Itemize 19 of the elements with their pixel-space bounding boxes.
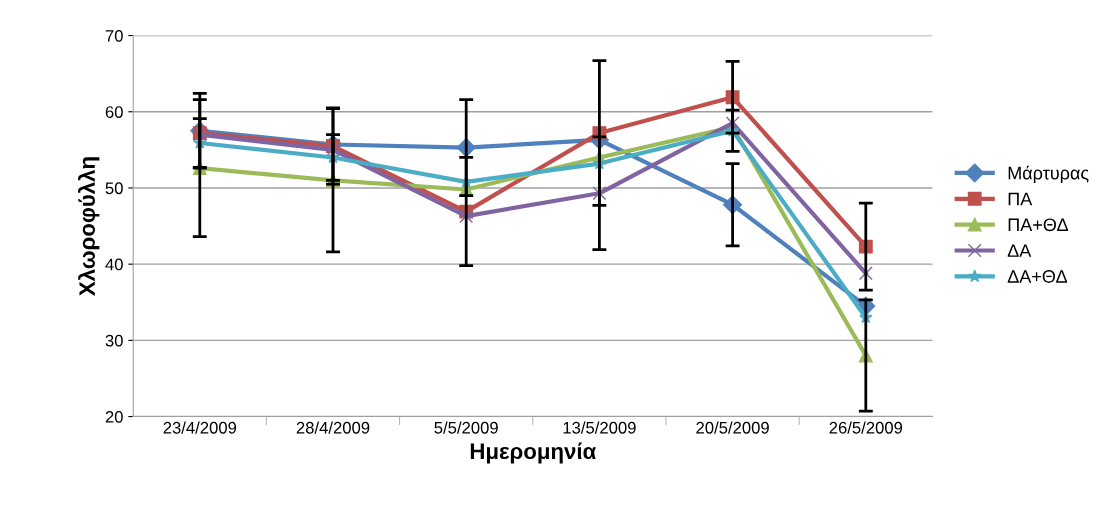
- legend-label: ΠΑ+ΘΔ: [1008, 218, 1069, 232]
- y-tick-label: 70: [105, 29, 123, 42]
- x-tick-label: 13/5/2009: [563, 421, 636, 434]
- legend-label: Μάρτυρας: [1008, 165, 1089, 184]
- legend-label: ΠΑ: [1008, 192, 1033, 206]
- y-tick-label: 60: [105, 106, 123, 118]
- x-tick-label: 5/5/2009: [434, 421, 498, 434]
- x-tick-label: 20/5/2009: [696, 421, 769, 434]
- x-tick-label: 26/5/2009: [829, 421, 903, 434]
- legend-label: ΔΑ: [1007, 244, 1032, 257]
- y-tick-label: 30: [105, 334, 123, 347]
- legend-label: ΔΑ+ΘΔ: [1007, 270, 1068, 283]
- y-axis-title: Χλωροφύλλη: [78, 157, 100, 296]
- x-axis-title: Ημερομηνία: [470, 442, 597, 464]
- y-tick-label: 20: [105, 410, 123, 423]
- y-tick-label: 40: [105, 258, 123, 271]
- x-tick-label: 23/4/2009: [163, 421, 237, 434]
- x-tick-label: 28/4/2009: [296, 421, 370, 434]
- y-tick-label: 50: [105, 182, 123, 195]
